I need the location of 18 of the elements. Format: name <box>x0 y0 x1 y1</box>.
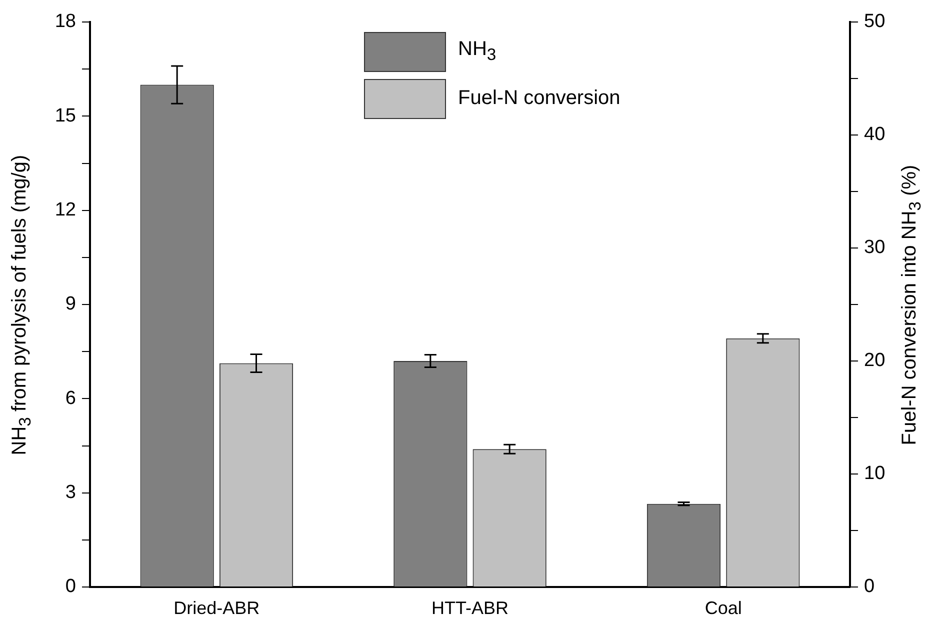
y2-tick-label: 10 <box>864 463 886 484</box>
y2-tick-label: 40 <box>864 124 886 146</box>
x-tick-label: HTT-ABR <box>431 598 509 617</box>
y-tick-label: 0 <box>65 576 76 598</box>
y-tick-label: 3 <box>65 482 76 504</box>
y-tick-label: 12 <box>54 200 76 221</box>
y-tick-label: 18 <box>54 11 76 32</box>
y-tick-label: 6 <box>65 388 76 409</box>
y-tick-label: 9 <box>65 294 76 315</box>
legend-label: Fuel-N conversion <box>458 87 620 110</box>
legend-label: NH$_{3}$ <box>458 38 496 65</box>
y-tick-label: 15 <box>54 105 76 126</box>
x-tick-label: Dried-ABR <box>174 598 260 617</box>
y2-tick-label: 30 <box>864 237 886 258</box>
y2-tick-label: 0 <box>864 576 875 598</box>
y2-tick-label: 50 <box>864 11 886 32</box>
x-tick-label: Coal <box>704 598 742 617</box>
y2-tick-label: 20 <box>864 350 886 372</box>
